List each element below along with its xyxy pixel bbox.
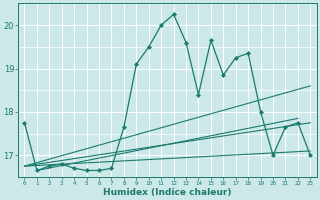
X-axis label: Humidex (Indice chaleur): Humidex (Indice chaleur) <box>103 188 232 197</box>
